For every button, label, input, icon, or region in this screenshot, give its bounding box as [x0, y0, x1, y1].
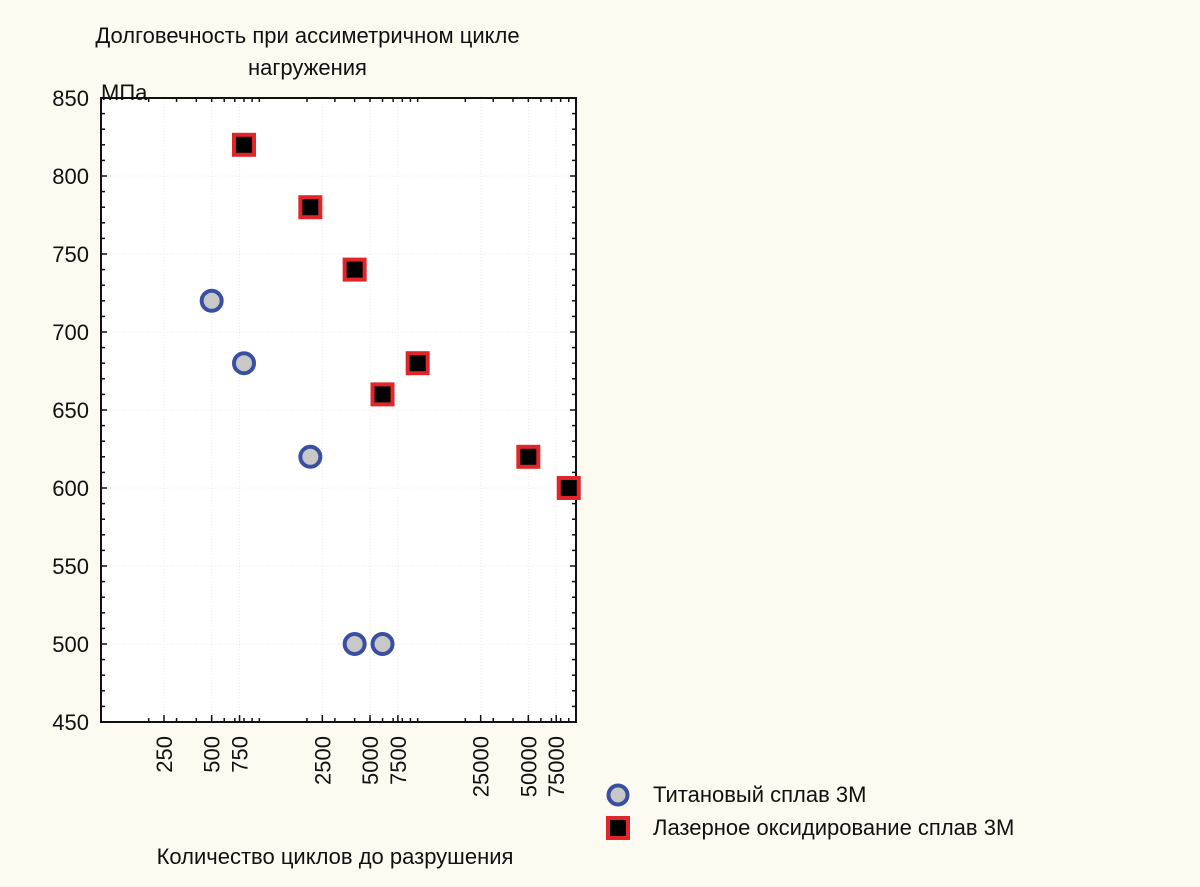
- data-point-laser: [516, 444, 541, 469]
- x-axis-label: Количество циклов до разрушения: [156, 844, 514, 869]
- legend-circle-marker-icon: [606, 783, 630, 806]
- legend-square-marker-icon: [606, 815, 630, 840]
- data-point-titanium: [231, 351, 256, 376]
- data-point-laser: [231, 132, 256, 157]
- y-axis-label: МПа: [101, 80, 148, 105]
- y-tick-label: 600: [52, 476, 89, 501]
- x-tick-label: 25000: [469, 736, 494, 797]
- x-tick-label: 50000: [516, 736, 541, 797]
- data-point-titanium: [298, 444, 323, 469]
- legend-item-titanium: Титановый сплав 3М: [605, 778, 1014, 811]
- legend-label: Лазерное оксидирование сплав 3М: [653, 814, 1015, 840]
- y-tick-label: 700: [52, 320, 89, 345]
- x-tick-label: 750: [228, 736, 253, 773]
- x-tick-label: 75000: [544, 736, 569, 797]
- legend: Титановый сплав 3М Лазерное оксидировани…: [605, 778, 1014, 844]
- chart-title: Долговечность при ассиметричном цикле на…: [30, 20, 585, 84]
- x-tick-label: 250: [152, 736, 177, 773]
- data-point-laser: [405, 351, 430, 376]
- data-point-titanium: [370, 632, 395, 656]
- data-point-titanium: [199, 288, 224, 313]
- data-point-laser: [556, 476, 581, 500]
- y-tick-label: 750: [52, 242, 89, 267]
- y-tick-label: 500: [52, 632, 89, 657]
- y-tick-label: 850: [52, 86, 89, 111]
- x-tick-label: 2500: [310, 736, 335, 785]
- data-point-titanium: [342, 632, 367, 656]
- x-tick-label: 500: [200, 736, 225, 773]
- data-point-laser: [370, 382, 395, 407]
- chart-title-line-1: Долговечность при ассиметричном цикле: [95, 23, 520, 48]
- chart-title-line-2: нагружения: [248, 55, 367, 80]
- legend-label: Титановый сплав 3М: [653, 781, 867, 807]
- x-tick-label: 5000: [358, 736, 383, 785]
- y-tick-label: 650: [52, 398, 89, 423]
- legend-item-laser: Лазерное оксидирование сплав 3М: [605, 811, 1014, 844]
- y-tick-label: 550: [52, 554, 89, 579]
- x-tick-label: 7500: [386, 736, 411, 785]
- data-point-laser: [298, 195, 323, 220]
- y-tick-label: 450: [52, 710, 89, 735]
- y-tick-label: 800: [52, 164, 89, 189]
- data-point-laser: [342, 257, 367, 282]
